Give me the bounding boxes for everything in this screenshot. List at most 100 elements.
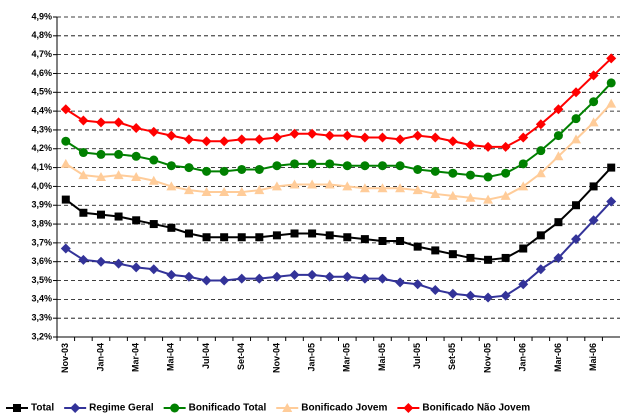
x-tick-label: Mai-06: [588, 343, 598, 371]
marker: [518, 159, 528, 169]
marker: [377, 183, 388, 193]
marker: [219, 136, 230, 147]
marker: [342, 161, 352, 171]
marker: [413, 164, 423, 174]
marker: [395, 134, 406, 145]
marker: [290, 229, 299, 238]
marker: [236, 273, 247, 284]
marker: [254, 164, 264, 174]
y-tick-label: 4,6%: [31, 68, 52, 78]
marker: [95, 256, 106, 267]
x-tick-label: Jul-04: [201, 343, 211, 369]
marker: [290, 159, 300, 169]
marker: [553, 131, 563, 141]
marker: [430, 166, 440, 176]
marker: [359, 273, 370, 284]
legend-marker: [403, 403, 414, 413]
marker: [237, 233, 246, 242]
marker: [219, 275, 230, 286]
marker: [342, 130, 353, 141]
marker: [113, 170, 124, 180]
series-line: [65, 200, 612, 299]
marker: [184, 229, 193, 238]
marker: [95, 172, 106, 181]
marker: [325, 231, 334, 240]
marker: [113, 117, 124, 128]
marker: [589, 97, 599, 107]
marker: [325, 159, 335, 169]
marker: [272, 161, 282, 171]
marker: [359, 183, 370, 193]
marker: [167, 223, 176, 232]
marker: [448, 168, 458, 178]
marker: [95, 117, 106, 128]
marker: [360, 161, 370, 171]
marker: [183, 134, 194, 145]
legend-item: Total: [6, 403, 54, 414]
legend-label: Bonificado Não Jovem: [422, 403, 530, 414]
marker: [78, 148, 88, 158]
marker: [377, 161, 387, 171]
x-tick-label: Mar-06: [553, 343, 563, 372]
marker: [447, 136, 458, 147]
y-tick-label: 4,3%: [31, 124, 52, 134]
marker: [519, 244, 528, 253]
marker: [219, 187, 230, 197]
x-tick-label: Set-05: [447, 343, 457, 370]
marker: [183, 185, 194, 195]
marker: [447, 288, 458, 299]
marker: [272, 231, 281, 240]
marker: [271, 271, 282, 282]
marker: [342, 181, 353, 191]
marker: [518, 181, 529, 191]
marker: [60, 104, 71, 115]
marker: [149, 155, 159, 165]
legend-marker: [170, 403, 180, 413]
marker: [465, 192, 476, 202]
marker: [254, 134, 265, 145]
marker: [237, 164, 247, 174]
legend-label: Bonificado Total: [189, 403, 267, 414]
y-tick-label: 3,3%: [31, 313, 52, 323]
marker: [466, 253, 475, 262]
marker: [220, 233, 229, 242]
marker: [572, 201, 581, 210]
marker: [307, 159, 317, 169]
legend-marker: [13, 404, 21, 412]
legend-marker: [70, 403, 81, 413]
y-tick-label: 3,6%: [31, 256, 52, 266]
marker: [500, 190, 511, 200]
marker: [483, 292, 494, 303]
marker: [255, 233, 264, 242]
marker: [236, 187, 247, 197]
marker: [307, 179, 318, 189]
marker: [219, 166, 229, 176]
marker: [447, 190, 458, 200]
y-tick-label: 4,5%: [31, 87, 52, 97]
x-tick-label: Nov-05: [482, 343, 492, 373]
marker: [412, 185, 423, 195]
marker: [236, 134, 247, 145]
marker: [359, 132, 370, 143]
marker: [360, 235, 369, 244]
marker: [412, 279, 423, 290]
marker: [202, 166, 212, 176]
marker: [483, 172, 493, 182]
marker: [395, 277, 406, 288]
marker: [430, 284, 441, 295]
y-tick-label: 4,9%: [31, 11, 52, 21]
marker: [307, 269, 318, 280]
marker: [535, 119, 546, 130]
marker: [465, 290, 476, 301]
x-tick-label: Nov-03: [60, 343, 70, 373]
marker: [60, 243, 71, 254]
marker: [202, 233, 211, 242]
marker: [96, 210, 105, 219]
y-tick-label: 4,0%: [31, 181, 52, 191]
y-tick-label: 3,4%: [31, 294, 52, 304]
marker: [254, 273, 265, 284]
marker: [554, 218, 563, 227]
marker: [166, 181, 177, 191]
marker: [271, 181, 282, 191]
marker: [465, 170, 475, 180]
